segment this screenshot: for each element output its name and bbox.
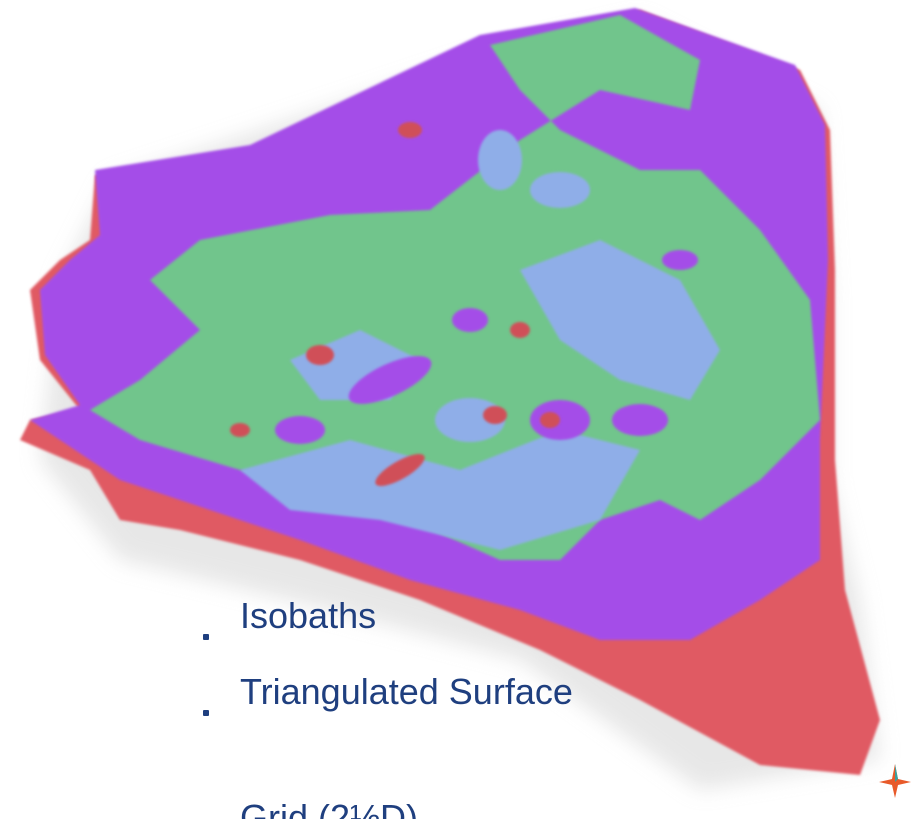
list-marker	[203, 634, 209, 640]
list-item: Grid (2½D)	[240, 800, 418, 819]
list-item: Isobaths	[240, 598, 376, 634]
list-item: Triangulated Surface	[240, 674, 573, 710]
slide: Isobaths Triangulated Surface Grid (2½D)	[0, 0, 916, 819]
list-marker	[203, 710, 209, 716]
